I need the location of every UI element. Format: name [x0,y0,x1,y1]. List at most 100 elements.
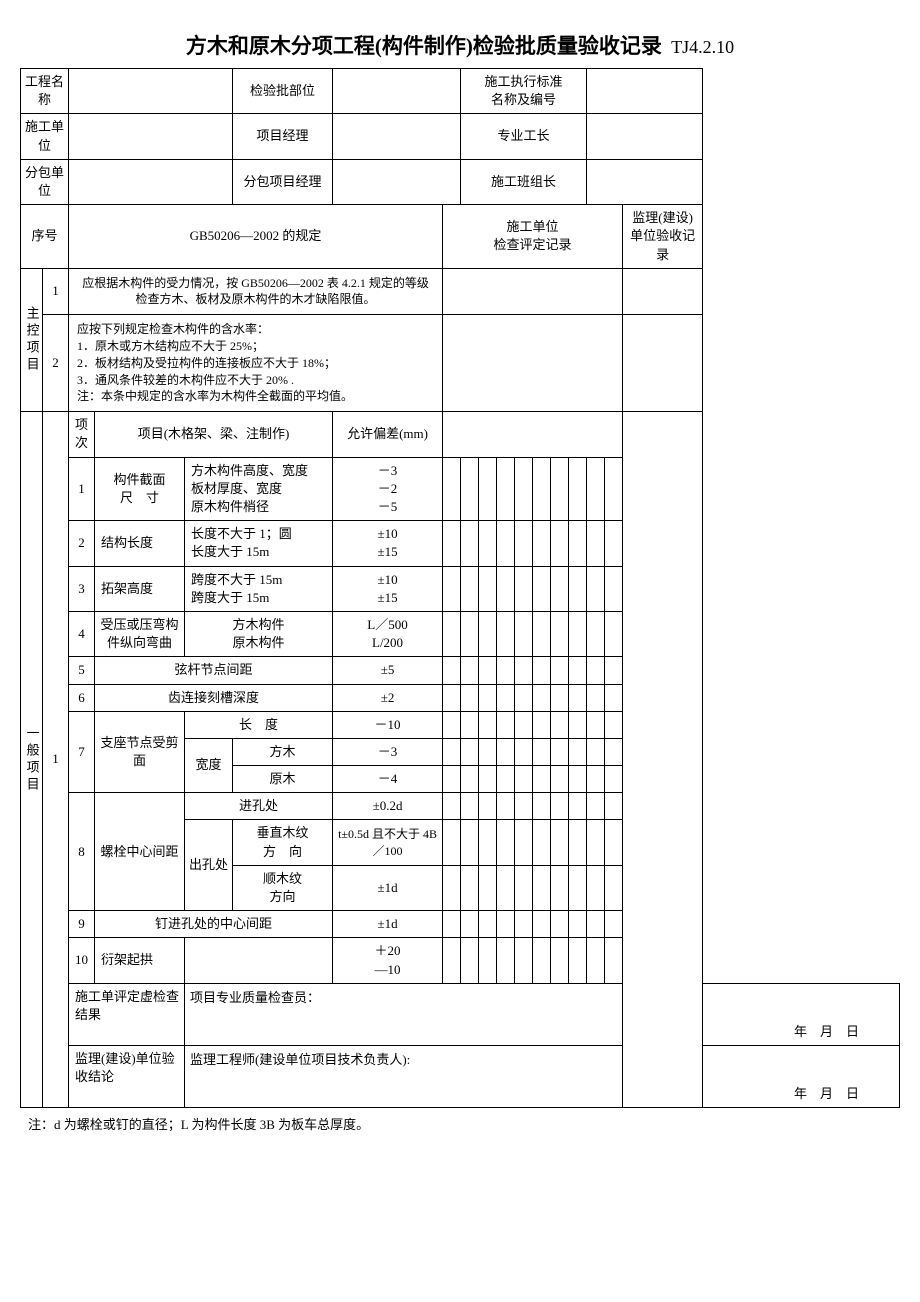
check-cell [479,865,497,910]
check-cell [479,938,497,983]
footnote: 注：d 为螺栓或钉的直径；L 为构件长度 3B 为板车总厚度。 [20,1114,900,1133]
check-cell [533,911,551,938]
check-cell [497,738,515,765]
blank [69,114,233,159]
table-row: 5 弦杆节点间距 ±5 [21,657,900,684]
blank [333,114,461,159]
supervision-conclusion-label: 监理(建设)单位验收结论 [69,1045,185,1107]
title-code: TJ4.2.10 [671,37,734,57]
r6-tol: ±2 [333,684,443,711]
check-cell [587,457,605,521]
blank [443,268,623,315]
general-items-label: 一般项目 [21,412,43,1108]
blank [623,315,703,412]
supervision-conclusion-text: 监理工程师(建设单位项目技术负责人): [190,1052,410,1067]
check-cell [479,820,497,865]
check-cell [497,820,515,865]
check-cell [443,911,461,938]
check-cell [443,566,461,611]
check-cell [587,684,605,711]
check-cell [461,521,479,566]
check-cell [443,820,461,865]
check-cell [605,911,623,938]
check-cell [605,611,623,656]
check-cell [479,766,497,793]
check-cell [533,457,551,521]
check-cell [587,911,605,938]
r8b-label: 出孔处 [185,820,233,911]
check-cell [551,820,569,865]
head-item: 项目(木格架、梁、注制作) [95,412,333,457]
check-cell [551,657,569,684]
check-cell [533,738,551,765]
r1-name: 构件截面 尺 寸 [95,457,185,521]
r6-n: 6 [69,684,95,711]
r7a-desc: 长 度 [185,711,333,738]
check-cell [533,938,551,983]
check-cell [605,457,623,521]
check-cell [605,711,623,738]
check-cell [569,711,587,738]
check-cell [569,865,587,910]
blank [69,159,233,204]
check-cell [587,766,605,793]
check-cell [515,766,533,793]
team-leader-label: 施工班组长 [461,159,587,204]
check-cell [569,938,587,983]
check-cell [551,766,569,793]
r10-n: 10 [69,938,95,983]
check-cell [443,457,461,521]
r8b1-desc: 垂直木纹 方 向 [233,820,333,865]
check-cell [569,611,587,656]
check-cell [497,521,515,566]
construction-eval-cell: 项目专业质量检查员： 年 月 日 [185,983,900,1045]
check-cell [443,521,461,566]
r10-name: 衍架起拱 [95,938,185,983]
check-cell [533,521,551,566]
construction-check-label: 施工单位 检查评定记录 [443,205,623,269]
check-cell [605,684,623,711]
check-cell [479,684,497,711]
project-manager-label: 项目经理 [233,114,333,159]
check-cell [461,457,479,521]
supervision-check-label: 监理(建设) 单位验收记录 [623,205,703,269]
sub-pm-label: 分包项目经理 [233,159,333,204]
check-cell [551,911,569,938]
construction-eval-text: 项目专业质量检查员： [190,990,320,1005]
check-cell [497,911,515,938]
blank [443,412,623,457]
check-cell [533,820,551,865]
check-cell [569,793,587,820]
check-cell [479,911,497,938]
check-cell [551,566,569,611]
standard-label: 施工执行标准 名称及编号 [461,69,587,114]
table-row: 监理(建设)单位验收结论 监理工程师(建设单位项目技术负责人): 年 月 日 [21,1045,900,1107]
r2-name: 结构长度 [95,521,185,566]
head-tolerance: 允许偏差(mm) [333,412,443,457]
check-cell [605,793,623,820]
check-cell [443,684,461,711]
r7-name: 支座节点受剪面 [95,711,185,793]
r9-name: 钉进孔处的中心间距 [95,911,333,938]
check-cell [551,521,569,566]
seq-label: 序号 [21,205,69,269]
check-cell [605,521,623,566]
blank [443,315,623,412]
check-cell [551,738,569,765]
check-cell [533,766,551,793]
r2-desc: 长度不大于 1；圆 长度大于 15m [185,521,333,566]
r10-tol: ＋20 —10 [333,938,443,983]
check-cell [551,711,569,738]
check-cell [515,657,533,684]
check-cell [443,738,461,765]
check-cell [515,911,533,938]
table-row: 9 钉进孔处的中心间距 ±1d [21,911,900,938]
r5-tol: ±5 [333,657,443,684]
table-row: 4 受压或压弯构件纵向弯曲 方木构件 原木构件 L／500 L/200 [21,611,900,656]
blank [333,69,461,114]
check-cell [479,793,497,820]
check-cell [479,657,497,684]
check-cell [551,611,569,656]
blank [587,159,703,204]
check-cell [461,684,479,711]
